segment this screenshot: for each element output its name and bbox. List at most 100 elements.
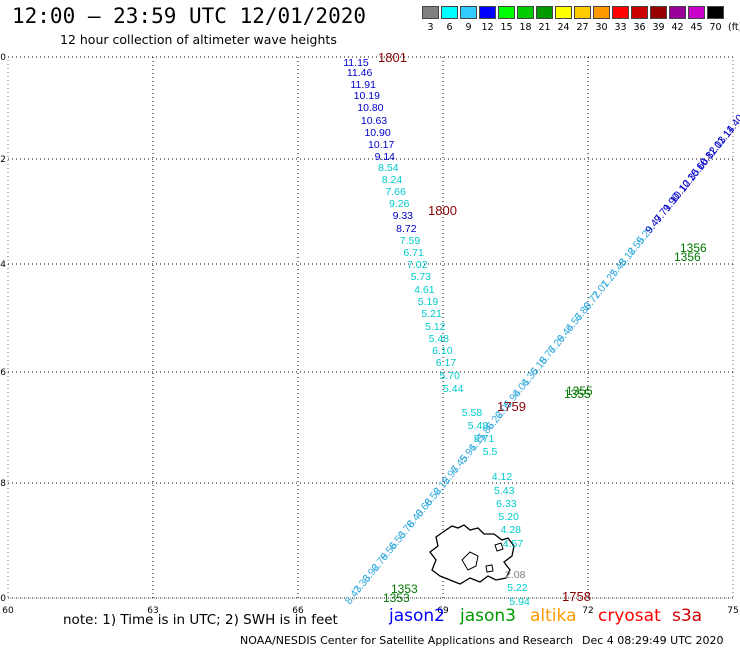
island-coastline <box>429 524 515 585</box>
track-value: 11.46 <box>347 67 373 79</box>
legend-label: 36 <box>633 22 646 33</box>
legend-swatch <box>498 6 515 19</box>
track-value: 7.02 <box>407 259 428 271</box>
track-value: 5.48 <box>429 333 450 345</box>
lat-label: -48 <box>0 479 6 489</box>
lat-label: -46 <box>0 368 6 378</box>
track-value: 8.72 <box>396 223 417 235</box>
legend-label: 9 <box>465 22 472 33</box>
legend-swatch <box>650 6 667 19</box>
legend-swatch <box>593 6 610 19</box>
track-value: 5.19 <box>418 296 439 308</box>
legend-swatch <box>574 6 591 19</box>
track-value: 10.63 <box>361 115 387 127</box>
track-value: 11.15 <box>343 57 369 69</box>
time-label: 1356 <box>680 241 707 255</box>
lon-label: 69 <box>437 606 449 616</box>
track-value: 11.40 <box>721 112 740 140</box>
footer-date: Dec 4 08:29:49 UTC 2020 <box>582 634 724 647</box>
lon-label: 72 <box>582 606 593 616</box>
track-value: 5.12 <box>425 321 446 333</box>
track-value: 6.33 <box>496 498 517 510</box>
track-value: 9.14 <box>375 151 396 163</box>
satellite-label: s3a <box>672 606 703 626</box>
track-value: 9.26 <box>389 198 410 210</box>
track-value: 5.48 <box>468 420 489 432</box>
lon-label: 66 <box>292 606 304 616</box>
legend-label: 6 <box>446 22 453 33</box>
track-value: 2.08 <box>505 569 526 581</box>
satellite-label: jason3 <box>460 606 516 626</box>
track-value: 10.19 <box>354 90 380 102</box>
legend-swatch <box>536 6 553 19</box>
track-value: 4.57 <box>503 538 524 550</box>
legend-swatch <box>707 6 724 19</box>
footer-note: note: 1) Time is in UTC; 2) SWH is in fe… <box>63 612 338 628</box>
legend-swatch <box>555 6 572 19</box>
time-label: 1355 <box>564 387 591 401</box>
track-value: 5.73 <box>411 271 432 283</box>
axis-labels: -40 -42 -44 -46 -48 -50 60 63 66 69 72 75 <box>0 53 739 616</box>
lat-label: -42 <box>0 155 6 165</box>
legend-swatch <box>688 6 705 19</box>
lat-label: -40 <box>0 53 6 63</box>
legend-label: 42 <box>671 22 684 33</box>
track-value: 5.71 <box>474 433 495 445</box>
map-frame <box>7 56 734 599</box>
track-jason2-1800: 11.1511.4611.9110.1910.8010.6310.9010.17… <box>343 57 530 608</box>
time-label: 1801 <box>378 50 407 65</box>
legend-label: 70 <box>709 22 722 33</box>
track-value: 10.90 <box>364 127 390 139</box>
track-value: 9.33 <box>393 210 414 222</box>
time-label: 1355 <box>566 384 593 398</box>
satellite-label: altika <box>530 606 577 626</box>
legend-label: 45 <box>690 22 703 33</box>
track-value: 5.5 <box>483 446 498 458</box>
track-value: 6.10 <box>432 345 453 357</box>
track-value: 5.43 <box>494 485 515 497</box>
time-label: 1356 <box>674 250 701 264</box>
legend-label: 39 <box>652 22 665 33</box>
time-label: 1353 <box>391 582 418 596</box>
track-value: 6.17 <box>436 357 457 369</box>
track-value: 5.70 <box>439 370 460 382</box>
track-value: 11.91 <box>350 79 376 91</box>
legend-swatch <box>631 6 648 19</box>
lat-label: -44 <box>0 260 6 270</box>
track-value: 4.12 <box>492 471 513 483</box>
legend-label: 30 <box>595 22 608 33</box>
legend-swatch <box>479 6 496 19</box>
track-value: 5.21 <box>421 308 442 320</box>
kerguelen-inlet <box>461 551 479 571</box>
track-value: 6.71 <box>403 247 424 259</box>
track-value: 8.54 <box>378 162 399 174</box>
legend-label: 27 <box>576 22 589 33</box>
track-value: 5.58 <box>462 407 483 419</box>
legend-label: 24 <box>557 22 570 33</box>
track-value: 7.66 <box>385 186 406 198</box>
track-value: 10.80 <box>357 102 383 114</box>
legend-label: 12 <box>481 22 494 33</box>
kerguelen-islet <box>485 564 494 573</box>
track-value: 4.28 <box>501 524 522 536</box>
track-value: 10.17 <box>368 139 394 151</box>
legend-swatch <box>441 6 458 19</box>
legend-label: 3 <box>427 22 434 33</box>
time-label: 1800 <box>428 203 457 218</box>
track-value: 5.44 <box>443 383 464 395</box>
kerguelen-islet <box>494 542 504 552</box>
legend-label: 15 <box>500 22 513 33</box>
legend-label: 18 <box>519 22 532 33</box>
legend-label: 33 <box>614 22 627 33</box>
track-value: 4.61 <box>414 284 435 296</box>
track-value: 5.22 <box>507 582 528 594</box>
track-value: 5.94 <box>509 596 530 608</box>
track-value: 5.20 <box>498 511 519 523</box>
lat-lon-grid <box>7 56 734 599</box>
lat-label: -50 <box>0 594 6 604</box>
satellite-label: cryosat <box>598 606 661 626</box>
track-value: 7.59 <box>400 235 421 247</box>
lon-label: 60 <box>2 606 14 616</box>
